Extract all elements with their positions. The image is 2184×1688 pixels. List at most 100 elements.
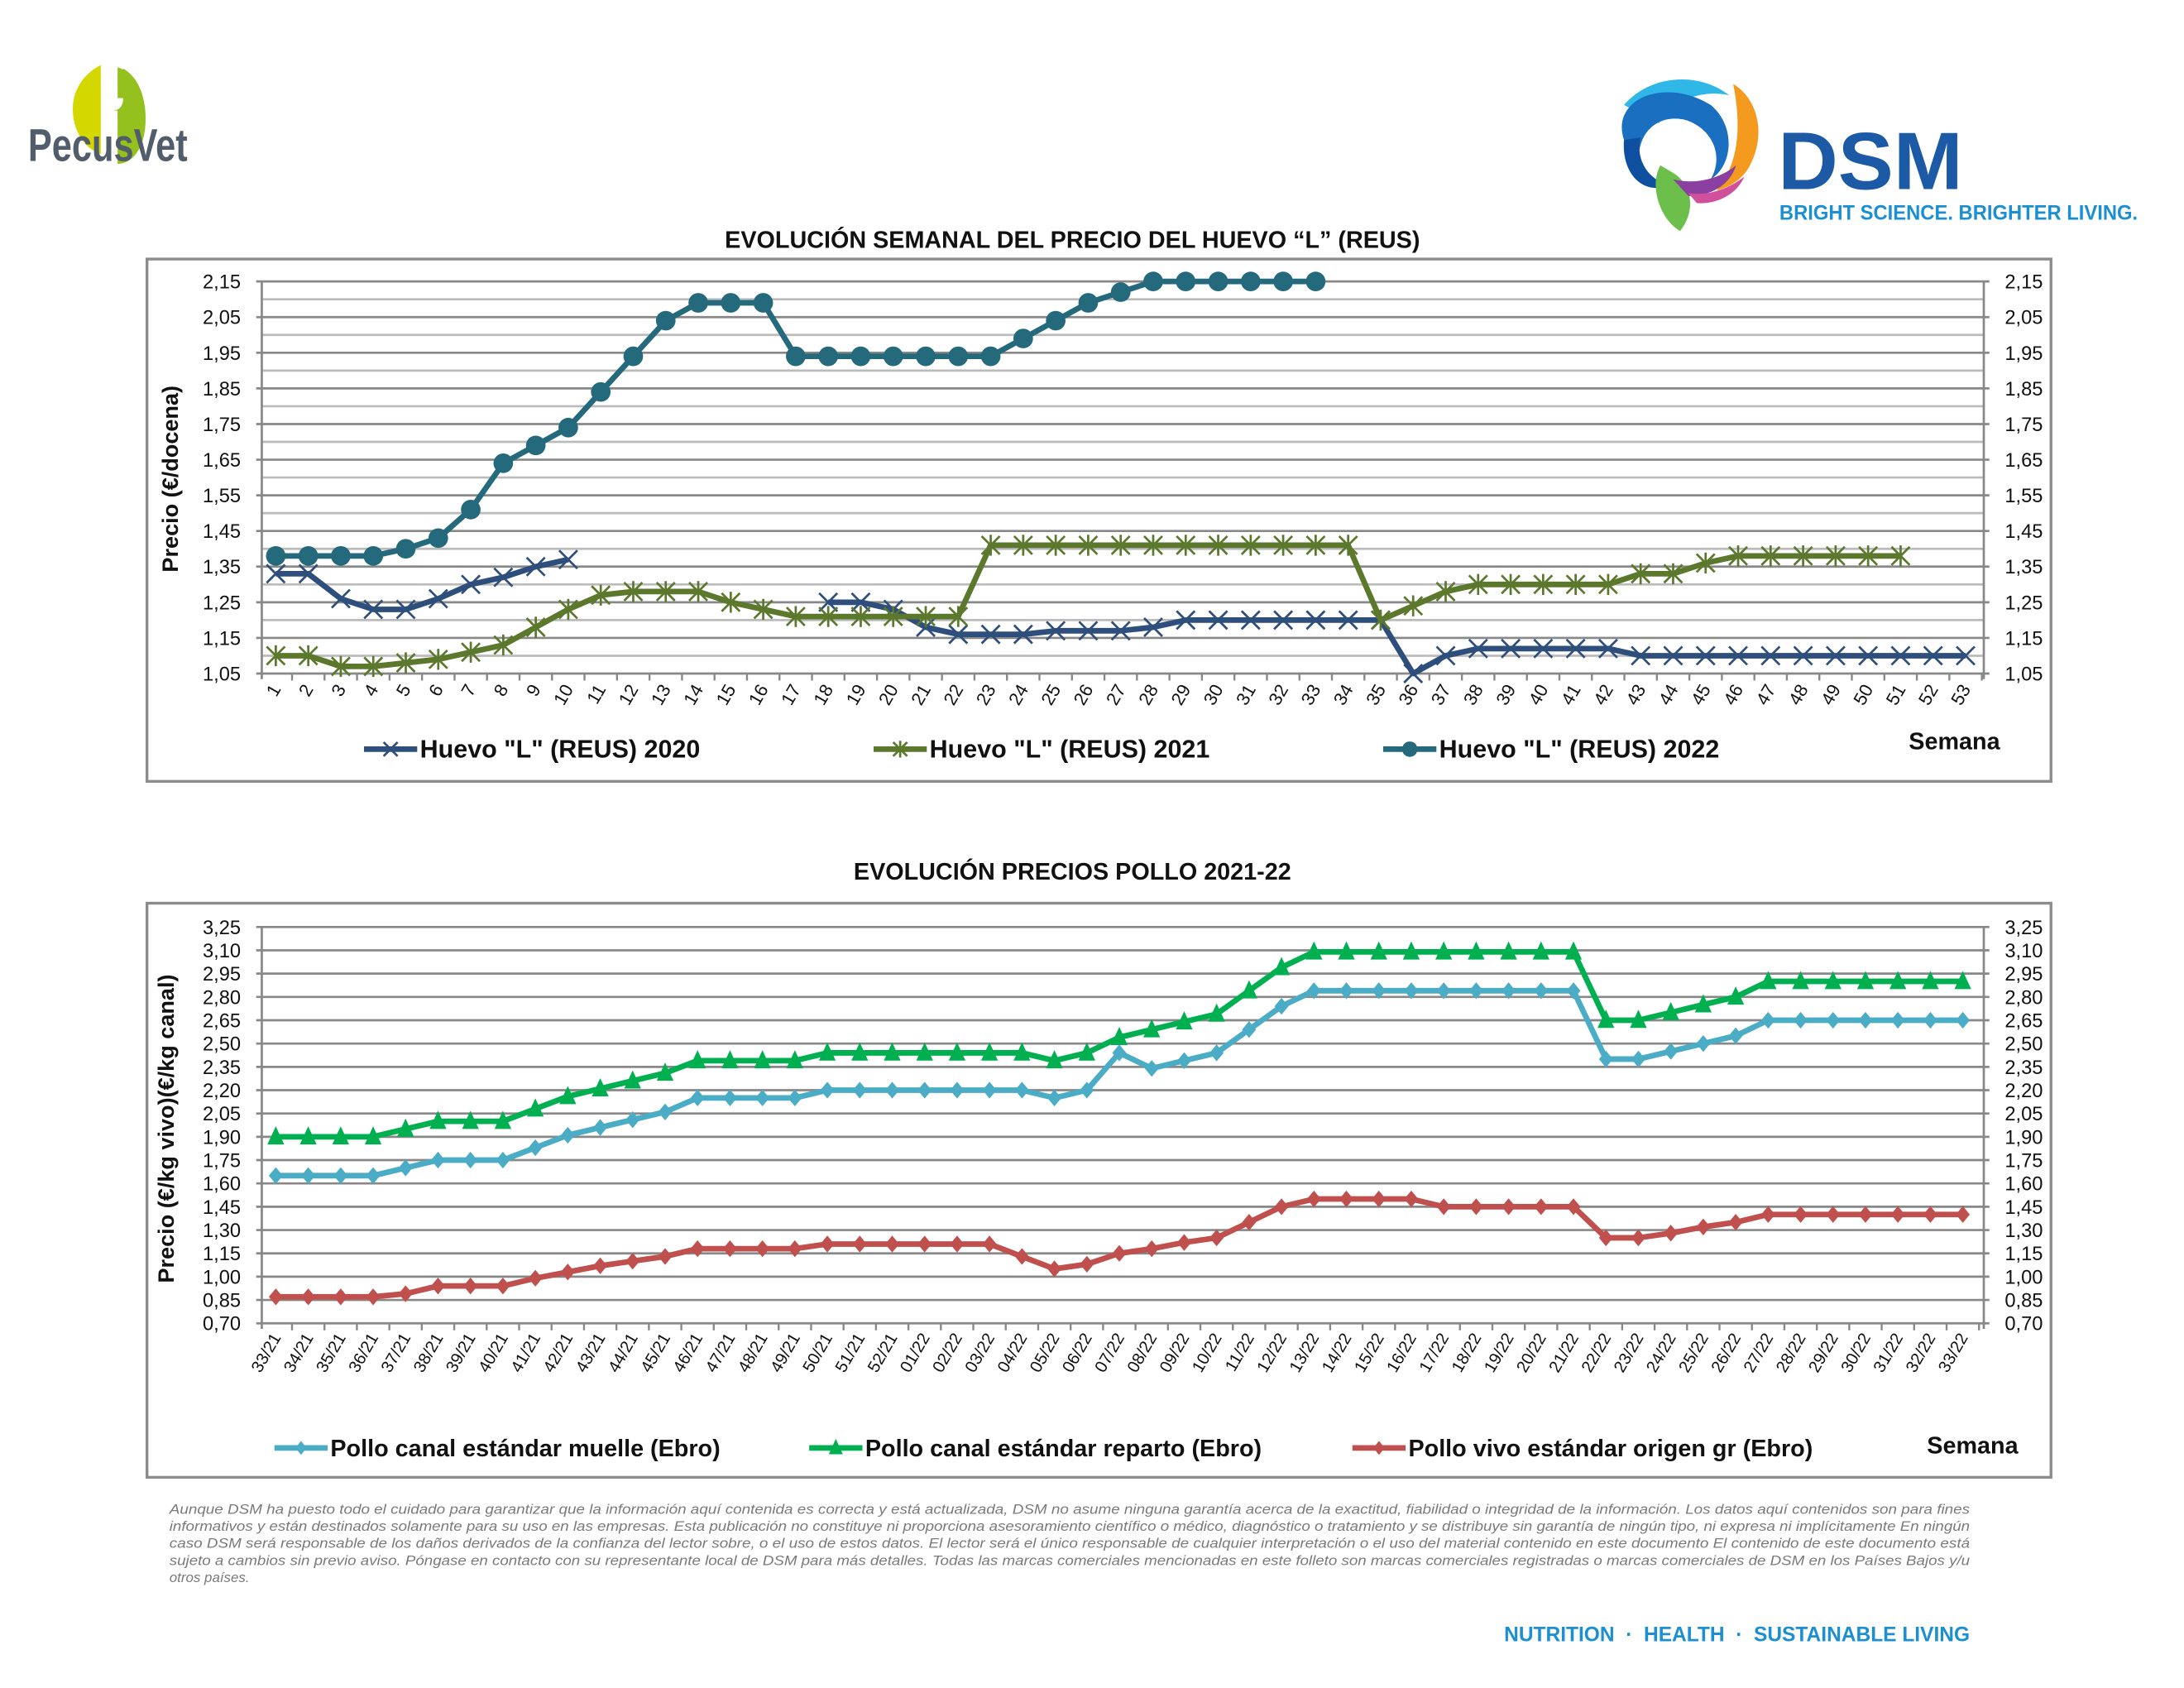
data-point <box>1631 645 1651 666</box>
data-point <box>266 563 286 584</box>
data-point <box>1240 271 1261 292</box>
data-point <box>786 1050 803 1069</box>
y-tick-label: 3,10 <box>203 941 241 962</box>
data-point <box>299 1126 317 1145</box>
data-point <box>1436 1198 1451 1216</box>
y-tick-label: 1,05 <box>2004 664 2043 685</box>
data-point <box>560 1264 575 1281</box>
data-point <box>494 1110 512 1129</box>
data-point <box>1338 535 1358 556</box>
y-tick-label: 0,85 <box>203 1291 241 1312</box>
y-tick-label: 1,35 <box>203 557 241 578</box>
data-point <box>298 546 318 566</box>
data-point <box>1338 610 1358 631</box>
y-tick-label: 1,95 <box>203 343 241 365</box>
y-tick-label: 1,75 <box>2004 415 2043 436</box>
y-axis-left: 3,253,102,952,802,652,502,352,202,051,90… <box>203 918 241 1336</box>
data-point <box>1597 1009 1615 1029</box>
data-point <box>558 598 578 621</box>
y-tick-label: 2,80 <box>203 987 241 1009</box>
data-point <box>1533 573 1554 596</box>
data-point <box>1176 1052 1191 1069</box>
data-point <box>428 588 448 609</box>
y-tick-label: 1,45 <box>2004 1197 2043 1219</box>
data-point <box>1176 535 1196 556</box>
legend-marker-icon <box>295 1441 307 1455</box>
y-axis-label: Precio (€/docena) <box>157 386 183 573</box>
data-point <box>1826 1206 1841 1223</box>
data-point <box>591 584 611 606</box>
y-tick-label: 2,65 <box>203 1010 241 1032</box>
data-point <box>1112 1044 1127 1062</box>
data-point <box>721 592 741 613</box>
data-point <box>688 581 708 602</box>
data-point <box>1403 664 1424 683</box>
data-point <box>1956 1011 1971 1029</box>
data-point <box>493 567 514 587</box>
y-tick-label: 1,90 <box>203 1127 241 1149</box>
data-point <box>655 310 676 331</box>
y-tick-label: 1,35 <box>2004 557 2043 578</box>
data-point <box>916 1042 933 1061</box>
data-point <box>431 1151 445 1169</box>
y-tick-label: 1,15 <box>203 628 241 650</box>
data-point <box>591 381 611 402</box>
data-point <box>1208 1003 1225 1022</box>
y-tick-label: 1,00 <box>203 1267 241 1288</box>
legend-label: Pollo vivo estándar origen gr (Ebro) <box>1408 1436 1813 1462</box>
data-point <box>851 1042 869 1061</box>
data-point <box>1435 941 1453 960</box>
data-point <box>1500 941 1517 960</box>
disclaimer-line: sujeto a cambios sin previo aviso. Pónga… <box>170 1552 1971 1568</box>
y-tick-label: 0,70 <box>2004 1314 2043 1336</box>
data-point <box>267 1126 285 1145</box>
data-point <box>883 346 903 367</box>
data-point <box>948 1042 966 1061</box>
data-point <box>493 453 514 473</box>
data-point <box>1110 1026 1128 1045</box>
data-point <box>1826 1011 1841 1029</box>
data-point <box>1760 545 1781 567</box>
data-point <box>1013 624 1033 645</box>
legend: Pollo canal estándar muelle (Ebro) Pollo … <box>274 1436 1813 1462</box>
data-point <box>1176 271 1196 292</box>
y-tick-label: 1,25 <box>203 592 241 614</box>
series-1 <box>268 982 1971 1184</box>
data-point <box>525 616 546 638</box>
data-point <box>1728 545 1748 567</box>
data-point <box>1858 545 1879 567</box>
data-point <box>1143 617 1163 637</box>
legend-label: Huevo "L" (REUS) 2021 <box>930 736 1210 764</box>
data-point <box>363 546 384 566</box>
data-point <box>1890 645 1911 666</box>
data-point <box>1760 971 1777 990</box>
dsm-tagline: BRIGHT SCIENCE. BRIGHTER LIVING. <box>1779 202 2138 225</box>
data-point <box>330 655 351 678</box>
data-point <box>525 435 546 456</box>
data-point <box>1890 1011 1905 1029</box>
data-point <box>753 293 774 313</box>
data-point <box>1468 941 1485 960</box>
legend-item: Pollo canal estándar reparto (Ebro) <box>809 1436 1262 1462</box>
y-tick-label: 0,85 <box>2004 1291 2043 1312</box>
series-2 <box>267 941 1971 1145</box>
data-point <box>980 624 1001 645</box>
x-axis-label: Semana <box>1927 1433 2019 1460</box>
data-point <box>655 581 676 602</box>
data-point <box>1890 1206 1905 1223</box>
data-point <box>722 1240 737 1258</box>
grid <box>256 925 1990 1330</box>
data-point <box>1793 645 1813 666</box>
data-point <box>755 1240 770 1258</box>
data-point <box>1663 563 1684 585</box>
data-point <box>1664 1225 1679 1242</box>
y-tick-label: 1,00 <box>2004 1267 2043 1288</box>
data-point <box>395 539 416 559</box>
data-point <box>1502 1198 1516 1216</box>
legend-marker-icon <box>828 1438 843 1455</box>
data-point <box>1274 997 1289 1015</box>
data-point <box>1793 545 1813 567</box>
y-tick-label: 1,15 <box>203 1244 241 1265</box>
data-point <box>1598 1050 1613 1068</box>
data-point <box>1566 1198 1581 1216</box>
